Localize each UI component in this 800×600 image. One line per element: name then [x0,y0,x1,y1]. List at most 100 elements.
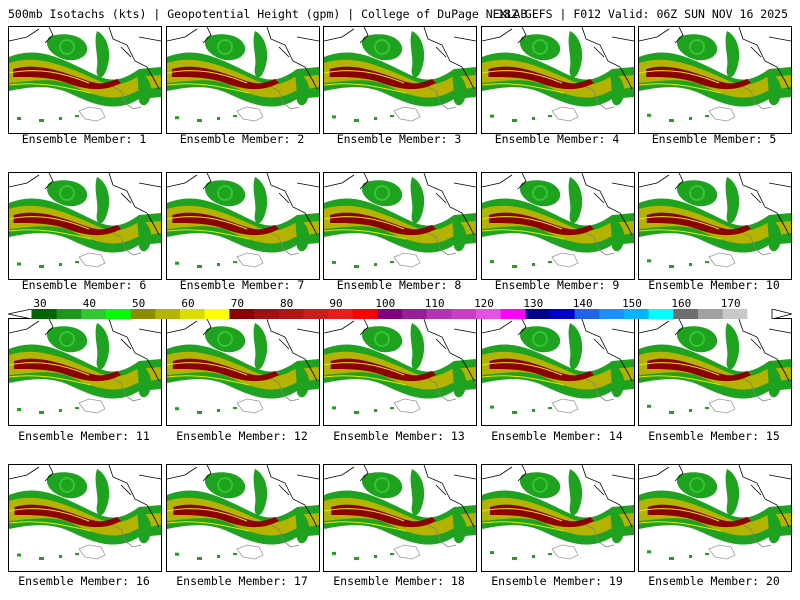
colorbar-tick-label: 130 [523,297,544,310]
colorbar-swatch [81,309,107,319]
colorbar-swatch [698,309,724,319]
map-title: 500mb Isotachs (kts) | Geopotential Heig… [8,7,528,21]
run-valid-time: 18Z GEFS | F012 Valid: 06Z SUN NOV 16 20… [497,7,788,21]
ensemble-map [324,173,476,279]
ensemble-panel [8,464,162,572]
colorbar-tick-label: 140 [572,297,593,310]
colorbar-swatch [624,309,650,319]
ensemble-member-label: Ensemble Member: 19 [491,574,623,588]
colorbar-swatch [451,309,477,319]
ensemble-map [324,27,476,133]
ensemble-member-label: Ensemble Member: 3 [336,132,462,146]
ensemble-map [9,173,161,279]
colorbar-tick-label: 90 [329,297,343,310]
ensemble-map [482,319,634,425]
ensemble-map [9,319,161,425]
colorbar-swatch [204,309,230,319]
ensemble-panel [481,318,635,426]
ensemble-panel [481,172,635,280]
ensemble-map [324,465,476,571]
colorbar-swatch [426,309,452,319]
colorbar-swatch [328,309,354,319]
ensemble-panel [166,172,320,280]
ensemble-member-label: Ensemble Member: 13 [333,429,465,443]
ensemble-panel [323,26,477,134]
colorbar-swatch [648,309,674,319]
ensemble-panel [638,172,792,280]
colorbar-swatch [574,309,600,319]
ensemble-member-label: Ensemble Member: 10 [648,278,780,292]
ensemble-member-label: Ensemble Member: 18 [333,574,465,588]
ensemble-member-label: Ensemble Member: 6 [21,278,147,292]
ensemble-member-label: Ensemble Member: 15 [648,429,780,443]
colorbar-tick-label: 100 [375,297,396,310]
colorbar-swatch [352,309,378,319]
colorbar-swatch [500,309,526,319]
ensemble-map [639,465,791,571]
colorbar-swatch [56,309,82,319]
ensemble-map [167,319,319,425]
ensemble-member-label: Ensemble Member: 12 [176,429,308,443]
ensemble-panel [323,318,477,426]
ensemble-member-label: Ensemble Member: 7 [179,278,305,292]
ensemble-panel [638,464,792,572]
ensemble-map [167,465,319,571]
colorbar-swatch [476,309,502,319]
colorbar-tick-label: 110 [424,297,445,310]
ensemble-panel [8,318,162,426]
ensemble-map [639,319,791,425]
ensemble-panel [638,26,792,134]
colorbar-swatch [722,309,748,319]
colorbar-swatch [550,309,576,319]
ensemble-panel [166,26,320,134]
colorbar-tick-label: 30 [33,297,47,310]
ensemble-member-label: Ensemble Member: 20 [648,574,780,588]
ensemble-map [167,173,319,279]
ensemble-panel [481,464,635,572]
colorbar-swatch [106,309,132,319]
ensemble-member-label: Ensemble Member: 17 [176,574,308,588]
ensemble-map [482,173,634,279]
colorbar-swatch [673,309,699,319]
ensemble-member-label: Ensemble Member: 16 [18,574,150,588]
ensemble-member-label: Ensemble Member: 14 [491,429,623,443]
ensemble-panel [323,464,477,572]
colorbar-swatch [130,309,156,319]
colorbar-swatch [254,309,280,319]
colorbar-swatch [402,309,428,319]
colorbar-swatch [180,309,206,319]
ensemble-map [482,27,634,133]
colorbar-swatch [229,309,255,319]
ensemble-member-label: Ensemble Member: 1 [21,132,147,146]
isotach-colorbar: 30 40 50 60 70 80 90 100 110 120 130 140 150 160 170 [8,297,792,321]
colorbar-swatch [278,309,304,319]
ensemble-member-label: Ensemble Member: 4 [494,132,620,146]
colorbar-tick-label: 150 [622,297,642,310]
ensemble-map [324,319,476,425]
ensemble-map [9,465,161,571]
colorbar-left-arrow [8,309,33,319]
ensemble-panel [638,318,792,426]
ensemble-panel [166,464,320,572]
colorbar-tick-label: 170 [720,297,741,310]
colorbar-scale [8,309,792,319]
colorbar-tick-label: 160 [671,297,692,310]
ensemble-panel [8,172,162,280]
ensemble-map [639,173,791,279]
ensemble-member-label: Ensemble Member: 8 [336,278,462,292]
ensemble-member-label: Ensemble Member: 2 [179,132,305,146]
ensemble-member-label: Ensemble Member: 11 [18,429,150,443]
colorbar-tick-label: 60 [181,297,195,310]
colorbar-tick-label: 80 [280,297,294,310]
colorbar-swatch [747,309,773,319]
ensemble-member-label: Ensemble Member: 9 [494,278,620,292]
colorbar-tick-label: 70 [230,297,244,310]
ensemble-map [482,465,634,571]
colorbar-tick-label: 40 [82,297,96,310]
colorbar-swatch [32,309,58,319]
ensemble-panel [481,26,635,134]
colorbar-right-arrow [771,309,792,319]
ensemble-panel [8,26,162,134]
colorbar-swatch [377,309,403,319]
ensemble-map [639,27,791,133]
